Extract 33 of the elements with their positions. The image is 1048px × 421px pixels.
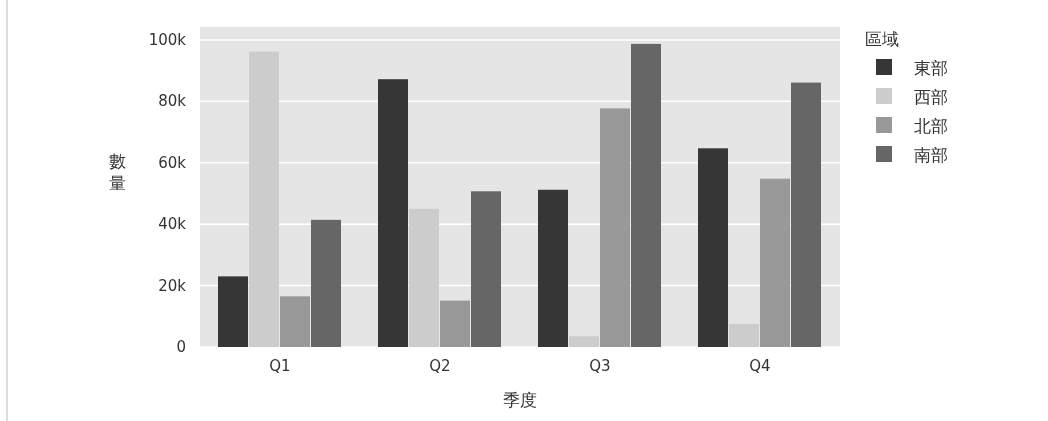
legend-label: 東部 bbox=[914, 58, 948, 78]
bar bbox=[698, 148, 728, 347]
x-tick-label: Q2 bbox=[429, 357, 451, 375]
y-tick-label: 100k bbox=[148, 30, 187, 49]
legend-label: 西部 bbox=[914, 87, 948, 107]
bar bbox=[569, 336, 599, 347]
bar bbox=[378, 79, 408, 347]
y-tick-label: 60k bbox=[158, 153, 187, 172]
bar bbox=[791, 82, 821, 347]
legend-label: 北部 bbox=[914, 116, 948, 136]
legend-label: 南部 bbox=[914, 145, 948, 165]
bar bbox=[471, 191, 501, 347]
bar bbox=[218, 276, 248, 347]
bar bbox=[538, 189, 568, 347]
bar bbox=[729, 323, 759, 347]
x-tick-label: Q3 bbox=[589, 357, 611, 375]
legend-title: 區域 bbox=[865, 29, 899, 49]
bar bbox=[440, 300, 470, 347]
y-tick-label: 80k bbox=[158, 92, 187, 111]
x-tick-label: Q4 bbox=[749, 357, 771, 375]
y-tick-label: 40k bbox=[158, 215, 187, 234]
bar bbox=[280, 296, 310, 347]
y-tick-label: 0 bbox=[176, 338, 186, 356]
bar bbox=[600, 108, 630, 347]
bar bbox=[631, 43, 661, 347]
bar bbox=[249, 51, 279, 347]
x-tick-label: Q1 bbox=[269, 357, 291, 375]
y-tick-label: 20k bbox=[158, 276, 187, 295]
x-axis-title: 季度 bbox=[503, 390, 537, 410]
bar bbox=[409, 208, 439, 347]
bar bbox=[311, 219, 341, 347]
y-axis-title: 數量 bbox=[108, 151, 126, 193]
bar bbox=[760, 178, 790, 347]
